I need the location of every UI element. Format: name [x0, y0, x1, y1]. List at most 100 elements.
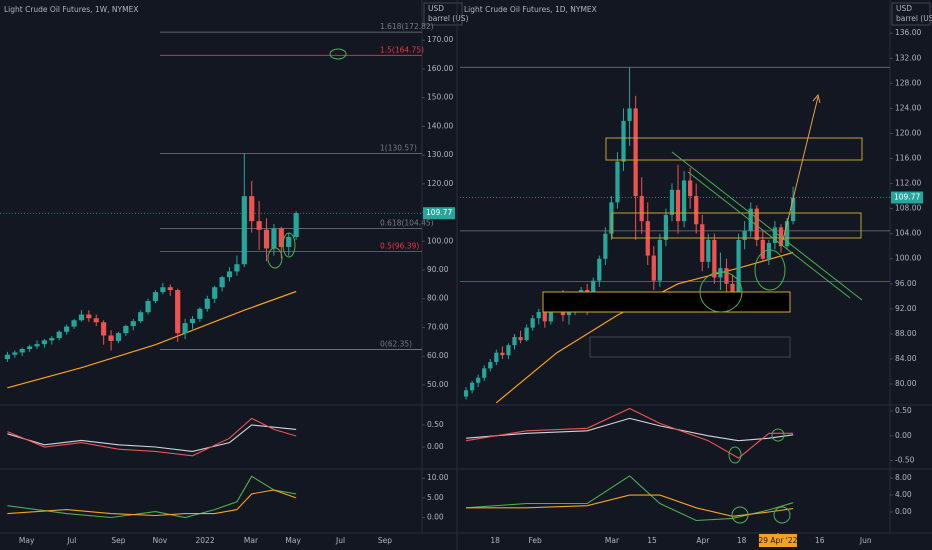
y-tick-label: 150.00 [427, 93, 453, 102]
candle-body [4, 354, 10, 360]
y-tick-label: 90.00 [427, 265, 449, 274]
projection-arrow [782, 96, 819, 241]
y-tick-label: 84.00 [895, 354, 917, 363]
candle-body [469, 382, 475, 391]
candle-body [271, 228, 277, 249]
candle-body [518, 337, 523, 341]
candle-body [71, 320, 77, 327]
candle-body [718, 268, 723, 278]
y-tick-label: 136.00 [895, 28, 921, 37]
unit-label: barrel (US) [896, 14, 932, 23]
candle-body [500, 352, 505, 356]
x-tick-label: May [19, 536, 35, 545]
candle-body [639, 196, 644, 222]
candle-body [760, 239, 765, 259]
candle-body [189, 318, 196, 324]
candle-body [742, 230, 747, 240]
unit-label: barrel (US) [428, 14, 468, 23]
level-label: 1.618(172.82) [380, 22, 434, 31]
candle-body [694, 196, 699, 225]
candle-body [56, 331, 62, 339]
y-tick-label: 0.00 [427, 442, 444, 451]
candle-body [657, 239, 662, 281]
candle-body [730, 283, 735, 294]
candle-body [524, 327, 529, 341]
candle-body [724, 268, 729, 284]
candle-body [160, 287, 166, 293]
x-tick-label: Sep [378, 536, 392, 545]
candle-body [536, 311, 541, 319]
candle-body [482, 368, 487, 378]
x-tick-label: 2022 [196, 536, 215, 545]
candle-body [12, 352, 18, 355]
candle-body [212, 287, 218, 299]
candle-body [790, 197, 796, 222]
candle-body [748, 208, 753, 231]
y-tick-label: 112.00 [895, 179, 921, 188]
highlight-ellipse [728, 446, 742, 464]
arrow-head [812, 93, 821, 104]
indicator-line [7, 424, 297, 452]
x-tick-label: Jun [859, 536, 872, 545]
candle-body [463, 390, 469, 397]
trend-line [687, 171, 851, 299]
zone-box [611, 212, 862, 239]
candle-body [241, 196, 247, 265]
candle-body [130, 321, 136, 327]
candle-body [34, 344, 40, 347]
candle-body [263, 229, 270, 249]
candle-body [145, 301, 151, 313]
unit-box [891, 2, 931, 26]
unit-box [423, 2, 463, 26]
y-tick-label: 60.00 [427, 351, 449, 360]
candle-body [278, 228, 284, 248]
level-label: 0.618(104.45) [380, 218, 434, 227]
y-tick-label: 132.00 [895, 53, 921, 62]
y-tick-label: 160.00 [427, 64, 453, 73]
y-tick-label: 10.00 [427, 473, 449, 482]
x-tick-label: 18 [737, 536, 747, 545]
x-tick-label: Mar [244, 536, 259, 545]
indicator-line [466, 417, 794, 442]
x-tick-label: Jul [66, 536, 76, 545]
candle-body [108, 335, 114, 341]
candle-body [249, 196, 255, 222]
candle-body [204, 298, 210, 309]
candle-body [663, 214, 669, 240]
y-tick-label: 70.00 [427, 322, 449, 331]
highlight-ellipse [282, 232, 296, 258]
indicator-line [7, 417, 297, 457]
y-tick-label: 50.00 [427, 380, 449, 389]
candle-body [293, 213, 299, 237]
y-tick-label: 88.00 [895, 329, 917, 338]
candle-body [603, 233, 608, 259]
y-tick-label: 0.50 [895, 406, 912, 415]
indicator-line [466, 475, 794, 522]
candle-body [78, 314, 85, 321]
last-price-tag [423, 207, 455, 220]
candle-body [182, 323, 188, 334]
drawings [267, 0, 863, 550]
last-price-label: 109.77 [426, 208, 452, 217]
candle-body [700, 224, 705, 262]
candle-body [86, 314, 92, 319]
candle-body [627, 108, 632, 121]
candle-body [41, 340, 48, 345]
candle-body [167, 287, 173, 291]
y-tick-label: 92.00 [895, 304, 917, 313]
candle-body [530, 318, 535, 328]
candle-body [93, 318, 99, 323]
level-label: 0.5(96.39) [380, 242, 419, 251]
x-tick-label: Mar [605, 536, 620, 545]
x-tick-label: Sep [111, 536, 125, 545]
highlight-ellipse [771, 428, 785, 442]
candle-body [675, 189, 681, 222]
candle-body [64, 326, 70, 332]
candle-body [19, 348, 25, 353]
candle-body [115, 333, 122, 341]
candle-body [688, 180, 693, 197]
candle-body [488, 362, 493, 369]
candle-body [706, 239, 711, 262]
y-tick-label: 0.50 [427, 420, 444, 429]
